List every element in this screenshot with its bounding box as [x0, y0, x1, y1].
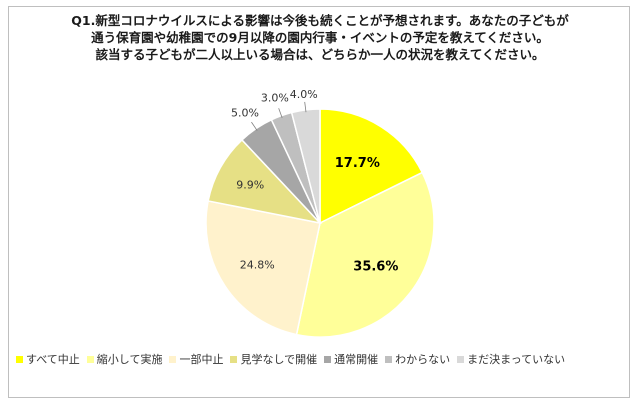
data-label-6: 3.0% — [261, 92, 289, 105]
pie-slice-3 — [205, 200, 321, 336]
legend-swatch-2 — [86, 355, 94, 363]
legend-swatch-3 — [169, 355, 177, 363]
leader-line-6 — [278, 108, 283, 119]
data-label-7: 4.0% — [290, 88, 318, 101]
legend-item-5: 通常開催 — [324, 351, 378, 367]
legend-swatch-1 — [16, 355, 23, 363]
data-label-3: 24.8% — [240, 259, 275, 272]
legend-label-6: わからない — [395, 353, 451, 366]
legend-item-7: まだ決まっていない — [457, 351, 565, 367]
data-label-4: 9.9% — [236, 178, 264, 191]
pie-slice-2 — [295, 171, 435, 338]
legend-label-1: すべて中止 — [26, 353, 80, 366]
data-label-2: 35.6% — [353, 259, 398, 274]
legend-swatch-5 — [324, 355, 332, 363]
legend-item-6: わからない — [385, 351, 450, 367]
title-line-1: Q1.新型コロナウイルスによる影響は今後も続くことが予想されます。あなたの子ども… — [71, 13, 569, 28]
chart-legend: すべて中止 縮小して実施 一部中止 見学なしで開催 通常開催 わからない まだ決まっていない — [16, 351, 572, 367]
legend-item-4: 見学なしで開催 — [230, 351, 317, 367]
legend-label-7: まだ決まっていない — [467, 353, 566, 366]
legend-item-2: 縮小して実施 — [86, 351, 163, 367]
legend-label-5: 通常開催 — [334, 353, 379, 366]
pie-slice-1 — [319, 108, 424, 225]
legend-swatch-6 — [385, 355, 393, 363]
legend-swatch-7 — [457, 355, 465, 363]
leader-line-7 — [304, 101, 307, 113]
legend-label-3: 一部中止 — [179, 353, 224, 366]
legend-item-1: すべて中止 — [16, 351, 80, 367]
legend-label-2: 縮小して実施 — [96, 353, 163, 366]
data-label-1: 17.7% — [335, 156, 380, 171]
legend-swatch-4 — [230, 355, 238, 363]
legend-item-3: 一部中止 — [169, 351, 223, 367]
legend-label-4: 見学なしで開催 — [240, 353, 318, 366]
title-line-3: 該当する子どもが二人以上いる場合は、どちらか一人の状況を教えてください。 — [95, 47, 545, 62]
title-line-2: 通う保育園や幼稚園での9月以降の園内行事・イベントの予定を教えてください。 — [91, 30, 549, 45]
data-label-5: 5.0% — [231, 107, 259, 120]
leader-line-5 — [251, 121, 258, 131]
chart-title: Q1.新型コロナウイルスによる影響は今後も続くことが予想されます。あなたの子ども… — [0, 12, 640, 63]
